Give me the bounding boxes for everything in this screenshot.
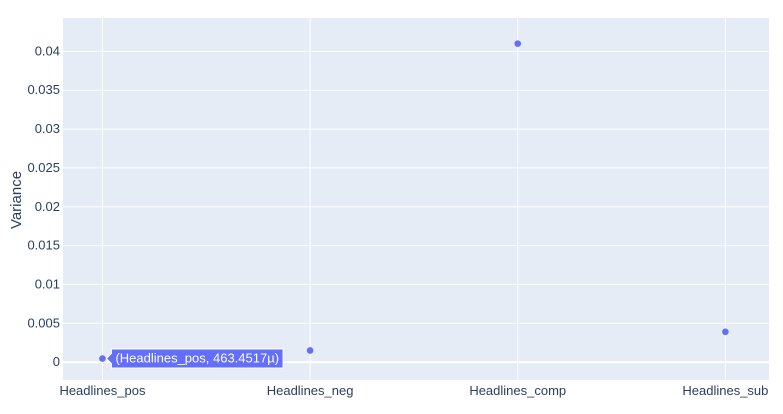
data-point[interactable] (514, 40, 522, 47)
y-tick-label: 0.04 (35, 43, 60, 58)
y-tick-label: 0.02 (35, 199, 60, 214)
y-tick-label: 0.005 (27, 315, 60, 330)
x-grid (101, 18, 726, 380)
y-tick-label: 0.035 (27, 82, 60, 97)
y-axis-ticks: 0 0.005 0.01 0.015 0.02 0.025 0.03 0.035 0.04 (27, 43, 60, 369)
y-tick-label: 0.025 (27, 160, 60, 175)
x-axis-ticks: Headlines_pos Headlines_neg Headlines_comp… (59, 383, 768, 398)
data-point[interactable] (99, 355, 106, 362)
x-tick-label: Headlines_sub (682, 383, 768, 398)
hover-tooltip: (Headlines_pos, 463.4517µ) (105, 348, 284, 369)
x-tick-label: Headlines_comp (469, 383, 566, 398)
y-tick-label: 0 (53, 354, 60, 369)
y-tick-label: 0.03 (35, 121, 60, 136)
y-axis-title: Variance (8, 171, 25, 229)
x-tick-label: Headlines_neg (267, 383, 354, 398)
x-tick-label: Headlines_pos (59, 383, 146, 398)
hover-box (105, 348, 284, 369)
hover-label: (Headlines_pos, 463.4517µ) (115, 351, 279, 366)
data-point[interactable] (306, 347, 314, 354)
y-tick-label: 0.01 (35, 276, 60, 291)
data-point[interactable] (722, 328, 729, 336)
y-tick-label: 0.015 (27, 238, 60, 253)
data-points (99, 40, 729, 362)
plot-area (63, 18, 769, 380)
